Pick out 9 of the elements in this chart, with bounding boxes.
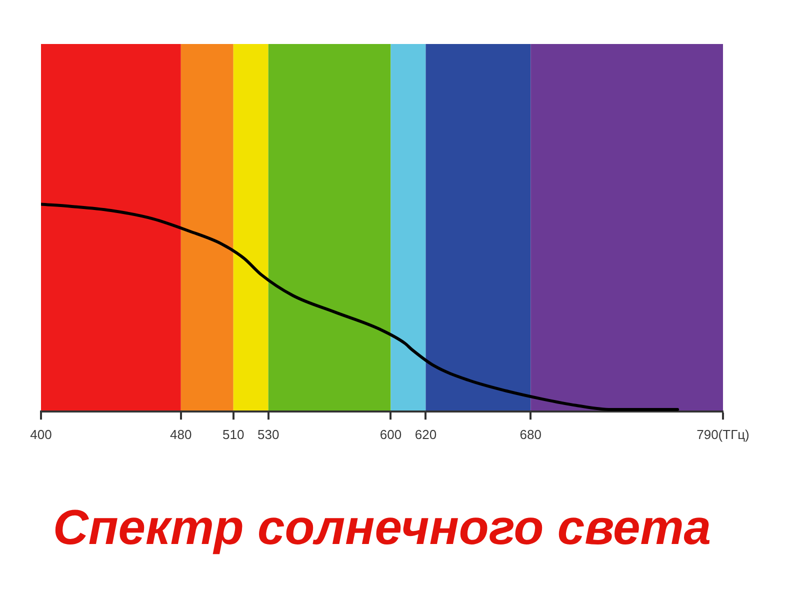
x-tick-label: 400 [30,426,52,442]
x-tick-label: 600 [380,426,402,442]
x-tick-label: 510 [222,426,244,442]
x-tick-label: 790(ТГц) [696,426,750,442]
x-tick-label: 620 [414,426,437,442]
text: Спектр солнечного света [52,501,712,556]
x-tick-label: 480 [170,426,192,442]
x-tick-label: 530 [257,426,280,442]
x-tick-label: 680 [520,426,542,442]
